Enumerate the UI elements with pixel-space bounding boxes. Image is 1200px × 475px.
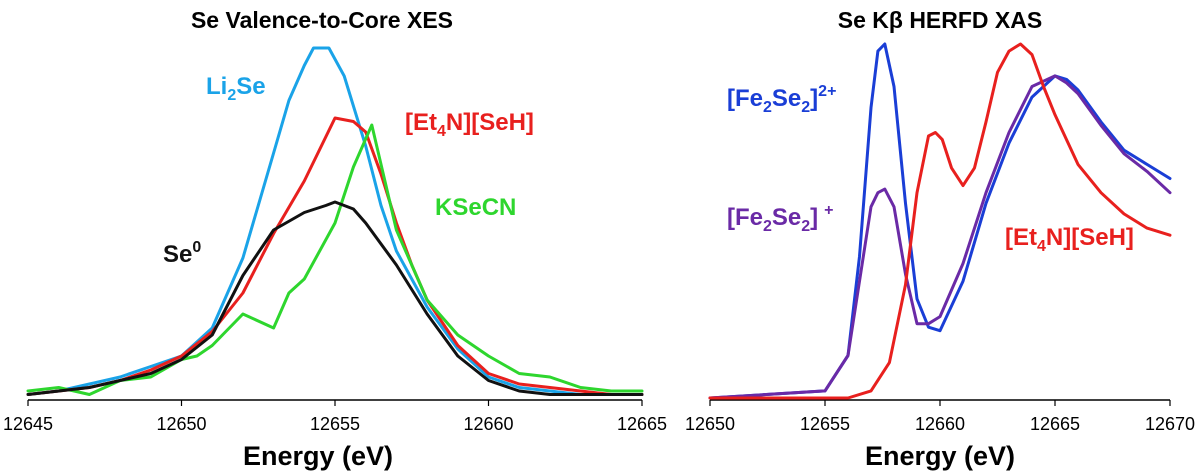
xes-series-ksecn [26,123,644,396]
herfd-x-tick-label-12665: 12665 [1030,414,1080,434]
xes-x-tick-label-12660: 12660 [463,414,513,434]
xes-x-tick-label-12645: 12645 [3,414,53,434]
xes-panel: Se Valence-to-Core XES 12645 12650 12655 12… [3,7,667,471]
label-fe2se2-plus: [Fe2Se2] + [727,202,834,235]
herfd-series-et4n-seh [708,42,1172,400]
xes-series-li2se [26,46,644,396]
xes-x-tick-label-12655: 12655 [310,414,360,434]
herfd-x-ticks: 12650 12655 12660 12665 12670 [685,400,1195,434]
label-et4n-seh-xas: [Et4N][SeH] [1005,224,1134,255]
herfd-x-axis-label: Energy (eV) [865,441,1015,471]
herfd-x-tick-label-12670: 12670 [1145,414,1195,434]
herfd-x-tick-label-12660: 12660 [915,414,965,434]
label-li2se: Li2Se [206,73,266,104]
xes-series-et4n-seh [26,116,644,396]
herfd-x-tick-label-12650: 12650 [685,414,735,434]
xes-x-tick-label-12665: 12665 [617,414,667,434]
herfd-series-fe2se2 [708,74,1172,400]
xes-title: Se Valence-to-Core XES [191,7,453,33]
herfd-x-tick-label-12655: 12655 [800,414,850,434]
label-fe2se2-2plus: [Fe2Se2]2+ [727,83,836,116]
herfd-curves [708,42,1172,400]
herfd-title: Se Kβ HERFD XAS [838,7,1042,33]
xes-x-ticks: 12645 12650 12655 12660 12665 [3,400,667,434]
xes-x-axis-label: Energy (eV) [243,441,393,471]
label-ksecn: KSeCN [435,194,516,221]
label-et4n-seh-xes: [Et4N][SeH] [405,109,534,140]
herfd-series-fe2se2-2 [708,42,1172,400]
label-se0: Se0 [163,239,201,268]
xes-curves [26,46,644,396]
xes-x-tick-label-12650: 12650 [156,414,206,434]
xes-series-se0 [26,200,644,396]
herfd-panel: Se Kβ HERFD XAS 12650 12655 12660 12665 1267… [685,7,1195,471]
